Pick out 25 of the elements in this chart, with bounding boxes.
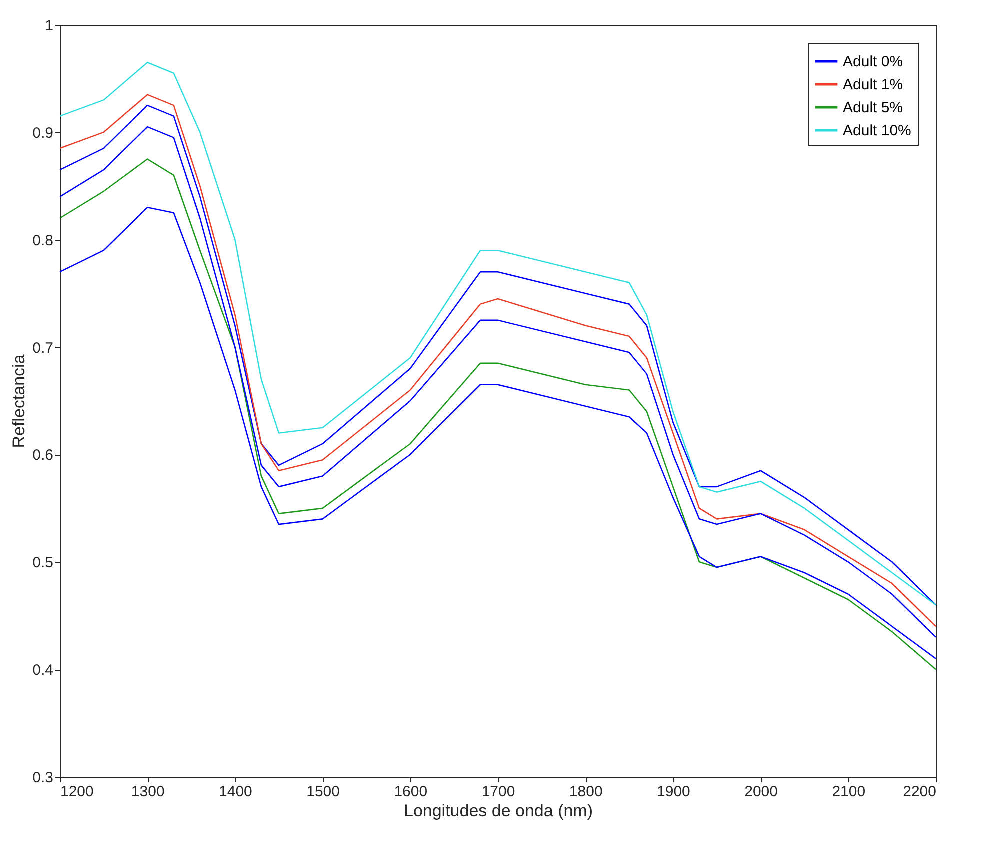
y-tick-label: 0.8 [32, 232, 54, 250]
x-tick-label: 2000 [744, 784, 778, 800]
y-axis-title: Reflectancia [10, 354, 29, 448]
x-axis-title: Longitudes de onda (nm) [404, 802, 594, 820]
y-tick-label: 1 [45, 18, 54, 34]
x-tick-label: 1400 [219, 784, 252, 800]
y-tick-label: 0.6 [32, 447, 54, 464]
y-tick-label: 0.5 [32, 554, 54, 572]
x-tick-label: 2200 [903, 784, 936, 800]
legend-label: Adult 10% [843, 122, 912, 140]
legend-label: Adult 5% [843, 100, 904, 116]
y-tick-label: 0.4 [32, 662, 54, 680]
legend-label: Adult 0% [843, 54, 904, 70]
y-tick-label: 0.3 [32, 770, 54, 786]
x-tick-label: 1200 [60, 784, 94, 800]
x-tick-label: 1300 [131, 784, 165, 800]
x-tick-label: 1600 [394, 784, 428, 800]
y-tick-label: 0.9 [32, 124, 54, 142]
x-tick-label: 1900 [657, 784, 690, 800]
y-tick-label: 0.7 [32, 340, 54, 357]
x-tick-label: 1800 [569, 784, 603, 800]
x-tick-label: 1700 [482, 784, 516, 800]
legend-label: Adult 1% [843, 76, 904, 94]
x-tick-label: 2100 [832, 784, 866, 800]
x-tick-label: 1500 [306, 784, 340, 800]
